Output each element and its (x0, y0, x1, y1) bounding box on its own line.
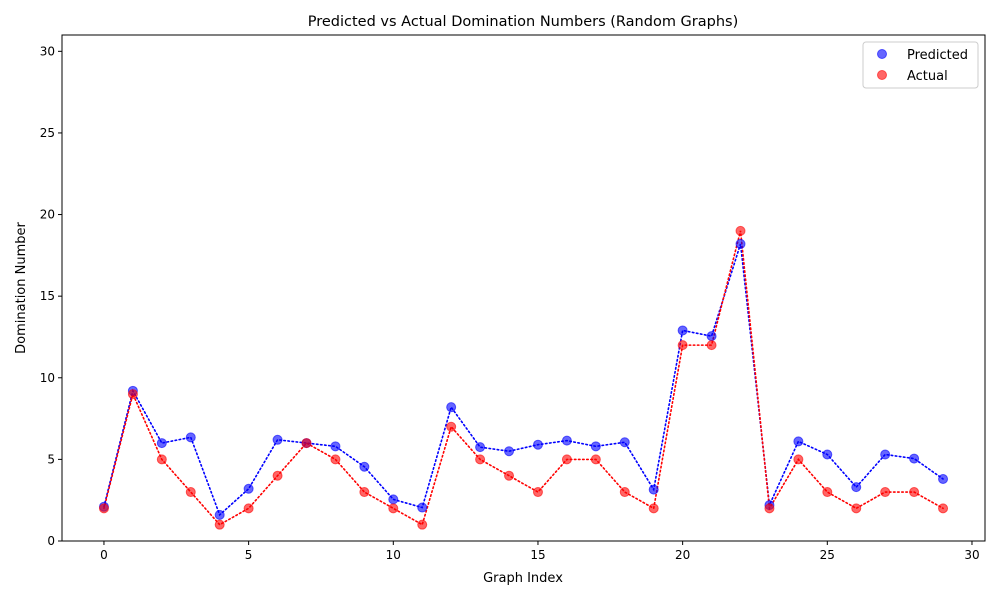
actual-point (185, 487, 196, 498)
actual-point (822, 487, 833, 498)
predicted-point (648, 484, 659, 495)
predicted-point (359, 461, 370, 472)
predicted-point (561, 435, 572, 446)
predicted-point (909, 453, 920, 464)
actual-point (388, 503, 399, 514)
y-tick-label: 20 (40, 208, 55, 222)
x-axis-title: Graph Index (483, 571, 563, 586)
y-tick-label: 25 (40, 126, 55, 140)
x-tick-label: 25 (820, 548, 835, 562)
x-axis: 0 5 10 15 20 25 30 (100, 541, 980, 562)
predicted-point (590, 441, 601, 452)
predicted-point (156, 438, 167, 449)
actual-point (764, 503, 775, 514)
x-tick-label: 30 (964, 548, 979, 562)
predicted-point (330, 441, 341, 452)
legend-label-actual: Actual (907, 69, 948, 84)
actual-point (214, 519, 225, 530)
actual-point (98, 503, 109, 514)
predicted-point (938, 473, 949, 484)
actual-point (938, 503, 949, 514)
actual-point (127, 389, 138, 400)
predicted-point (880, 449, 891, 460)
predicted-point (504, 446, 515, 457)
legend-marker-actual (877, 70, 887, 80)
y-tick-label: 10 (40, 371, 55, 385)
actual-point (561, 454, 572, 465)
y-tick-label: 15 (40, 289, 55, 303)
predicted-point (677, 325, 688, 336)
actual-point (735, 225, 746, 236)
actual-line (103, 230, 944, 526)
predicted-line (103, 243, 944, 517)
predicted-point (532, 439, 543, 450)
actual-point (359, 487, 370, 498)
legend-label-predicted: Predicted (907, 48, 968, 63)
predicted-point (475, 442, 486, 453)
series-points (98, 225, 949, 530)
actual-point (706, 340, 717, 351)
legend-frame (862, 41, 979, 89)
actual-point (677, 340, 688, 351)
actual-point (417, 519, 428, 530)
x-tick-label: 5 (245, 548, 253, 562)
predicted-point (417, 502, 428, 513)
predicted-point (388, 494, 399, 505)
chart-title: Predicted vs Actual Domination Numbers (… (308, 14, 739, 30)
actual-point (590, 454, 601, 465)
predicted-point (822, 449, 833, 460)
series-lines (103, 230, 944, 526)
y-axis: 0 5 10 15 20 25 30 (40, 44, 62, 548)
predicted-point (735, 238, 746, 249)
legend-marker-predicted (877, 49, 887, 59)
actual-point (851, 503, 862, 514)
actual-point (880, 487, 891, 498)
actual-point (446, 421, 457, 432)
x-tick-label: 20 (675, 548, 690, 562)
actual-point (532, 487, 543, 498)
actual-point (330, 454, 341, 465)
actual-point (243, 503, 254, 514)
actual-point (504, 470, 515, 481)
x-tick-label: 15 (530, 548, 545, 562)
legend: Predicted Actual (862, 41, 979, 89)
predicted-point (446, 402, 457, 413)
actual-point (619, 487, 630, 498)
actual-point (793, 454, 804, 465)
predicted-point (706, 331, 717, 342)
x-tick-label: 0 (100, 548, 108, 562)
actual-point (648, 503, 659, 514)
predicted-point (793, 436, 804, 447)
y-tick-label: 0 (47, 534, 55, 548)
predicted-point (272, 434, 283, 445)
actual-point (909, 487, 920, 498)
y-tick-label: 5 (47, 452, 55, 466)
predicted-point (185, 432, 196, 443)
actual-point (301, 438, 312, 449)
predicted-point (243, 483, 254, 494)
actual-point (272, 470, 283, 481)
predicted-point (619, 437, 630, 448)
actual-point (475, 454, 486, 465)
y-tick-label: 30 (40, 44, 55, 58)
x-tick-label: 10 (386, 548, 401, 562)
predicted-point (214, 509, 225, 520)
plot-frame (61, 34, 986, 542)
y-axis-title: Domination Number (14, 221, 29, 353)
predicted-point (851, 482, 862, 493)
actual-point (156, 454, 167, 465)
